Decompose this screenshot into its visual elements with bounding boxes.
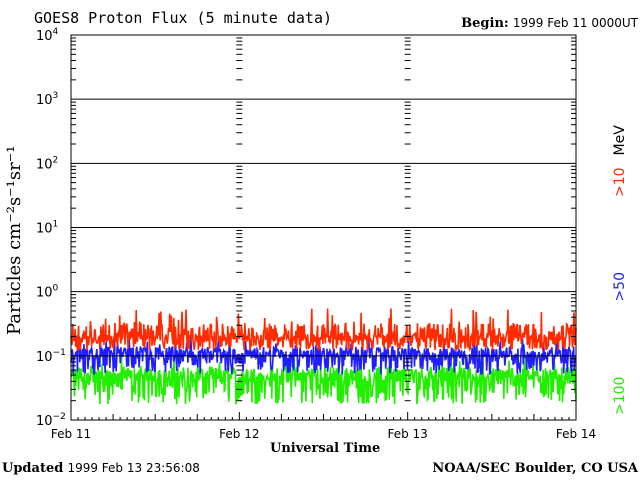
x-axis-label: Universal Time: [270, 441, 381, 456]
series-layer: [70, 308, 577, 405]
y-tick-label: 102: [36, 155, 58, 172]
organization-credit: NOAA/SEC Boulder, CO USA: [432, 461, 638, 476]
y-tick-label: 103: [36, 91, 58, 108]
x-tick-label: Feb 14: [556, 427, 596, 441]
legend-entry: >10: [612, 167, 628, 197]
y-tick-label: 101: [36, 220, 58, 237]
x-tick-label: Feb 12: [219, 427, 259, 441]
updated-time: Updated 1999 Feb 13 23:56:08: [2, 461, 200, 476]
x-tick-label: Feb 13: [387, 427, 427, 441]
frame-layer: [70, 34, 577, 421]
series-line-gt100: [70, 356, 577, 405]
y-tick-label: 10−1: [36, 348, 66, 365]
updated-label: Updated: [2, 461, 64, 476]
legend-entry: >100: [612, 377, 628, 415]
begin-value: 1999 Feb 11 0000UT: [512, 16, 638, 30]
begin-label: Begin:: [461, 16, 509, 31]
y-tick-label: 104: [36, 27, 59, 44]
y-axis-label: Particles cm⁻²s⁻¹sr⁻¹: [4, 146, 25, 335]
begin-time: Begin: 1999 Feb 11 0000UT: [461, 16, 638, 31]
chart-title: GOES8 Proton Flux (5 minute data): [34, 9, 333, 27]
legend-entry: MeV: [612, 125, 628, 156]
legend-entry: >50: [612, 272, 628, 302]
y-tick-label: 10−2: [36, 412, 66, 429]
series-line-gt10: [70, 308, 577, 353]
energy-legend: >100 >50 >10 MeV: [612, 125, 628, 415]
updated-value: 1999 Feb 13 23:56:08: [67, 461, 200, 475]
series-line-gt50: [70, 336, 577, 376]
x-tick-label: Feb 11: [51, 427, 91, 441]
y-tick-label: 100: [36, 284, 59, 301]
